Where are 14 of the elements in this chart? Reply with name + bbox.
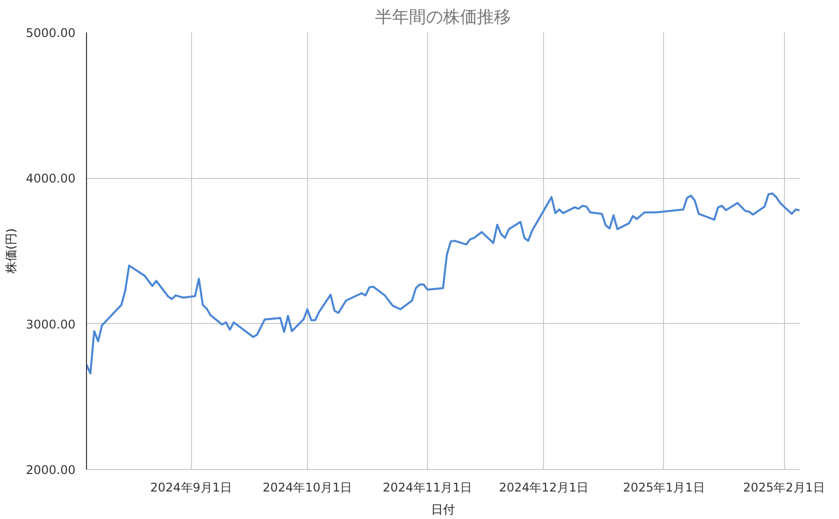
y-tick-label: 3000.00: [26, 317, 76, 332]
line-series: [86, 192, 800, 374]
x-axis-title: 日付: [431, 502, 455, 516]
x-tick-label: 2024年10月1日: [262, 480, 352, 494]
x-tick-label: 2025年2月1日: [743, 480, 825, 494]
y-axis-title: 株価(円): [4, 228, 18, 275]
x-tick-label: 2024年11月1日: [382, 480, 472, 494]
chart-title: 半年間の株価推移: [375, 8, 511, 28]
y-tick-label: 4000.00: [26, 172, 76, 186]
y-tick-label: 5000.00: [26, 26, 76, 40]
x-tick-label: 2024年12月1日: [499, 480, 588, 494]
x-tick-label: 2025年1月1日: [622, 480, 705, 494]
x-tick-label: 2024年9月1日: [150, 480, 232, 494]
y-tick-label: 2000.00: [26, 463, 76, 477]
